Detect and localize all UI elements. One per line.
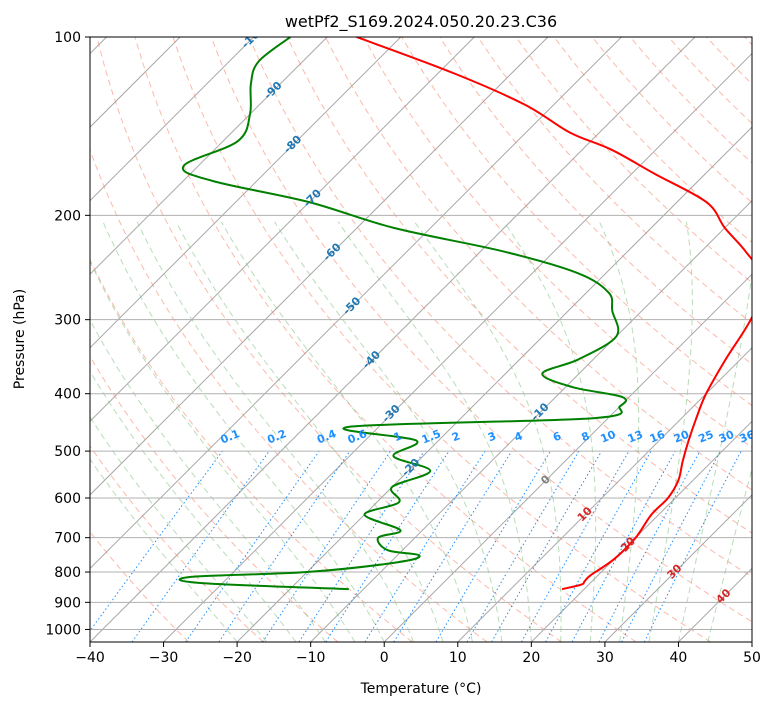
moist-adiabat — [90, 260, 356, 642]
mixing-ratio-label: 30 — [717, 428, 736, 446]
mixing-ratio-label: 16 — [648, 428, 667, 446]
dry-adiabat — [325, 37, 752, 491]
moist-adiabat — [90, 370, 297, 642]
mixing-ratio-line — [218, 450, 351, 642]
x-tick-label: −20 — [222, 650, 252, 666]
moist-adiabat — [503, 221, 597, 642]
isotherm-line — [383, 273, 752, 642]
moist-adiabat — [413, 221, 562, 642]
isotherm-line — [604, 494, 752, 642]
dry-adiabat — [134, 37, 637, 642]
isotherm-line — [90, 37, 328, 275]
dry-adiabat — [210, 37, 752, 623]
y-axis-title: Pressure (hPa) — [12, 289, 28, 389]
x-tick-label: 50 — [743, 650, 761, 666]
mixing-ratio-label: 25 — [696, 428, 715, 446]
axes: −40 −30 −20 −10 0 10 20 30 40 50 100 200 300 400 500 60… — [45, 30, 761, 666]
moist-adiabat — [648, 221, 693, 642]
y-tick-label: 200 — [54, 208, 81, 224]
y-tick-label: 500 — [54, 444, 81, 460]
dry-adiabat — [90, 355, 339, 642]
y-tick-label: 1000 — [45, 622, 81, 638]
background-lines — [90, 37, 752, 642]
chart-title: wetPf2_S169.2024.050.20.23.C36 — [285, 12, 557, 32]
isotherm-line — [90, 37, 696, 642]
mixing-ratio-label: 3 — [486, 429, 498, 444]
mixing-ratio-line — [393, 450, 513, 642]
moist-adiabat — [90, 458, 238, 642]
mixing-ratio-line — [545, 450, 652, 642]
isotherm-line — [90, 37, 475, 423]
mixing-ratio-label: 1 — [392, 429, 404, 444]
mixing-ratio-line — [571, 450, 676, 642]
moist-adiabat — [90, 319, 326, 642]
isotherm-line — [751, 641, 752, 642]
y-tick-label: 300 — [54, 313, 81, 329]
y-tick-label: 700 — [54, 531, 81, 547]
mixing-ratio-label: 13 — [626, 428, 645, 446]
mixing-ratio-line — [90, 450, 223, 632]
isotherm-line — [236, 126, 752, 642]
mixing-ratio-line — [643, 450, 742, 642]
dry-adiabat — [248, 37, 752, 578]
horizontal-gridlines — [90, 37, 752, 630]
isotherm-line — [90, 37, 549, 496]
x-tick-label: 40 — [670, 650, 688, 666]
x-tick-label: 10 — [449, 650, 467, 666]
y-tick-label: 400 — [54, 387, 81, 403]
x-axis-title: Temperature (°C) — [360, 681, 482, 697]
plot-frame — [89, 36, 753, 643]
dry-adiabat — [90, 445, 264, 642]
isotherm-line — [457, 347, 752, 642]
mixing-ratio-line — [521, 450, 630, 642]
moist-adiabat — [175, 221, 444, 642]
moist-adiabat — [677, 270, 752, 642]
moist-adiabat — [136, 221, 415, 642]
isotherm-line — [163, 52, 752, 642]
dry-adiabat — [172, 37, 712, 642]
isotherm-line — [90, 37, 622, 570]
mixing-ratio-label: 2 — [450, 429, 462, 444]
mixing-ratio-line — [262, 450, 391, 642]
mixing-ratio-label: 36 — [738, 428, 757, 446]
mixing-ratio-label: 8 — [580, 429, 592, 444]
moist-adiabat — [598, 221, 640, 642]
dewpoint-profile-line — [178, 37, 628, 591]
y-tick-label: 800 — [54, 565, 81, 581]
dry-adiabat — [90, 258, 413, 642]
dry-adiabat — [286, 37, 752, 534]
mixing-ratio-line — [185, 450, 320, 642]
y-tick-label: 100 — [54, 30, 81, 46]
moist-adiabat — [90, 416, 267, 642]
mixing-ratio-label: 20 — [672, 428, 691, 446]
x-tick-label: −10 — [296, 650, 326, 666]
y-tick-label: 600 — [54, 491, 81, 507]
x-tick-label: −30 — [149, 650, 179, 666]
x-tick-label: 20 — [522, 650, 540, 666]
mixing-ratio-label: 10 — [599, 428, 618, 446]
mixing-ratio-line — [325, 450, 450, 642]
x-tick-label: 0 — [380, 650, 389, 666]
isotherm-line — [90, 37, 255, 202]
mixing-ratio-line — [131, 450, 270, 642]
sounding-profiles — [178, 37, 752, 591]
isotherm-line — [90, 37, 402, 349]
moist-adiabat — [220, 221, 473, 642]
x-tick-label: 30 — [596, 650, 614, 666]
plot-background — [90, 37, 752, 642]
temperature-profile-line — [356, 37, 752, 591]
dry-adiabat — [96, 37, 562, 642]
moist-adiabat — [337, 221, 532, 642]
y-tick-label: 900 — [54, 595, 81, 611]
x-tick-label: −40 — [75, 650, 105, 666]
moist-adiabat — [102, 221, 385, 642]
